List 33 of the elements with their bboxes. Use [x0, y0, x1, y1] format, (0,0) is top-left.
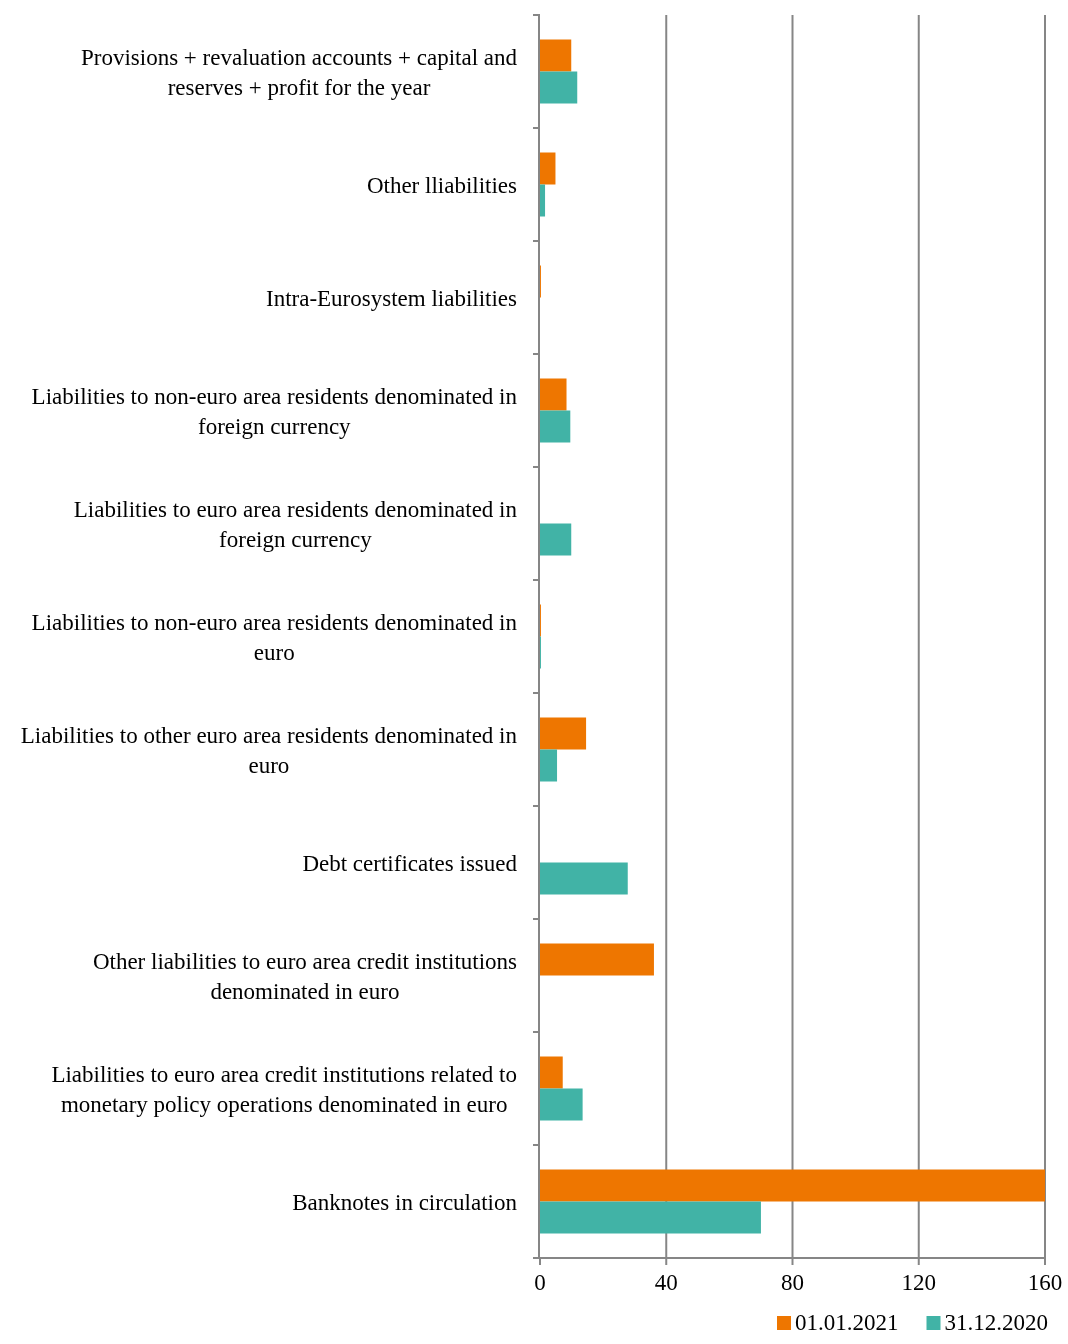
x-tick-label: 0 [534, 1270, 546, 1295]
legend-label: 31.12.2020 [944, 1310, 1048, 1335]
bar [540, 1169, 1045, 1202]
x-tick-label: 40 [654, 1270, 678, 1295]
bar [540, 410, 571, 443]
bar [540, 152, 556, 185]
bar [540, 39, 572, 72]
y-tick-label: Banknotes in circulation [292, 1189, 518, 1215]
y-tick-label: Liabilities to euro area residents denominated in foreign currency [73, 496, 518, 552]
y-tick-label: Intra-Eurosystem liabilities [265, 285, 518, 311]
bar [540, 1056, 563, 1089]
x-tick-label: 80 [781, 1270, 804, 1295]
bar [540, 943, 654, 976]
y-tick-label: Debt certificates issued [302, 850, 518, 876]
y-tick-label: Liabilities to non-euro area residents denominated in euro [31, 609, 518, 665]
bar [540, 184, 546, 217]
bar [540, 717, 587, 750]
bar [540, 71, 578, 104]
y-tick-label: Other liabilities to euro area credit institutions denominated in euro [92, 948, 518, 1004]
y-tick-label: Provisions + revaluation accounts + capital and reserves + profit for the year [80, 44, 518, 100]
bar [540, 1201, 761, 1234]
y-tick-label: Liabilities to other euro area residents denominated in euro [20, 722, 518, 778]
bar [540, 749, 558, 782]
x-tick-label: 160 [1027, 1270, 1063, 1295]
bar [540, 862, 628, 895]
legend-label: 01.01.2021 [795, 1310, 899, 1335]
x-tick-label: 120 [901, 1270, 936, 1295]
y-tick-label: Other lliabilities [366, 172, 518, 198]
y-tick-label: Liabilities to euro area credit institutions related to monetary policy operations denominated in euro [51, 1061, 517, 1117]
bar [540, 1088, 583, 1121]
y-tick-label: Liabilities to non-euro area residents denominated in foreign currency [31, 383, 518, 439]
bar [540, 378, 567, 411]
bar [540, 523, 572, 556]
